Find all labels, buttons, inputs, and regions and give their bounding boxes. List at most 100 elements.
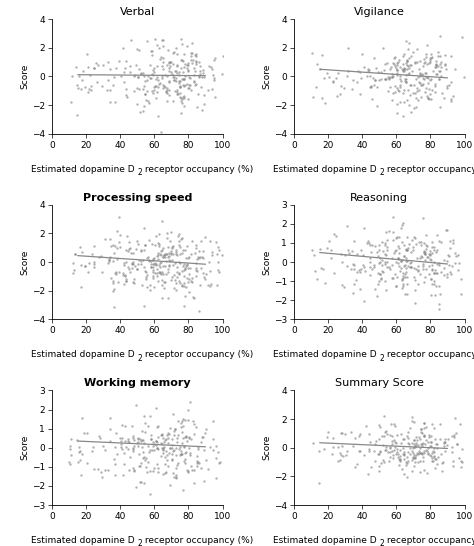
Point — [169, 410, 177, 418]
Point — [140, 301, 148, 310]
Point — [212, 453, 220, 462]
Point — [418, 441, 426, 450]
Point — [146, 489, 154, 498]
Point — [419, 439, 426, 448]
Point — [338, 281, 346, 289]
Point — [217, 458, 224, 466]
Point — [423, 91, 431, 100]
Point — [421, 250, 429, 259]
Point — [113, 244, 121, 252]
Point — [152, 74, 159, 83]
Text: Estimated dopamine D: Estimated dopamine D — [273, 536, 379, 545]
Point — [150, 66, 157, 75]
Point — [392, 282, 400, 290]
Point — [444, 272, 451, 281]
Point — [135, 73, 142, 82]
Point — [448, 261, 456, 270]
Point — [426, 251, 433, 259]
Point — [201, 429, 209, 438]
Point — [153, 272, 161, 281]
Point — [370, 260, 378, 269]
Point — [162, 250, 169, 258]
Point — [375, 258, 383, 267]
Point — [413, 86, 420, 95]
Point — [124, 246, 132, 255]
Point — [172, 66, 179, 75]
Point — [150, 63, 158, 72]
Point — [447, 269, 455, 278]
Point — [399, 274, 407, 282]
Point — [173, 245, 180, 254]
Point — [400, 450, 407, 459]
Point — [194, 267, 201, 276]
Point — [324, 428, 331, 436]
Point — [151, 254, 158, 263]
Point — [407, 450, 414, 459]
Point — [421, 272, 429, 281]
Point — [435, 305, 442, 313]
Point — [179, 282, 186, 290]
Point — [179, 80, 187, 89]
Point — [337, 82, 345, 91]
Point — [315, 446, 323, 455]
Point — [215, 459, 222, 467]
Point — [184, 466, 192, 475]
Point — [374, 252, 382, 260]
Point — [365, 430, 372, 438]
Point — [190, 479, 198, 488]
Point — [194, 442, 202, 451]
Point — [349, 76, 357, 85]
Point — [169, 455, 176, 464]
Point — [422, 230, 430, 239]
Point — [428, 437, 435, 446]
Point — [179, 67, 187, 76]
Point — [196, 72, 203, 81]
Point — [179, 246, 186, 254]
Point — [422, 265, 430, 274]
Point — [84, 268, 91, 276]
Point — [422, 84, 429, 92]
Point — [396, 446, 403, 454]
Point — [374, 269, 382, 278]
Text: receptor occupancy (%): receptor occupancy (%) — [142, 536, 253, 545]
Point — [193, 461, 201, 470]
Point — [326, 236, 333, 245]
Point — [440, 270, 447, 279]
Point — [420, 418, 428, 427]
Point — [385, 75, 393, 84]
Point — [159, 275, 166, 284]
Point — [451, 258, 458, 267]
Point — [211, 53, 219, 62]
Point — [400, 49, 408, 58]
Point — [438, 63, 445, 72]
Point — [176, 76, 183, 85]
Point — [118, 440, 125, 449]
Point — [405, 438, 412, 447]
Point — [147, 434, 155, 443]
Point — [119, 44, 127, 52]
Point — [365, 65, 373, 74]
Title: Reasoning: Reasoning — [350, 193, 408, 203]
Point — [386, 83, 393, 92]
Point — [180, 74, 188, 83]
Point — [173, 268, 181, 276]
Point — [401, 272, 409, 281]
Point — [155, 80, 163, 88]
Point — [328, 449, 336, 458]
Point — [147, 431, 155, 440]
Point — [77, 283, 85, 292]
Point — [192, 241, 200, 250]
Point — [353, 459, 361, 468]
Point — [393, 272, 401, 281]
Point — [153, 403, 160, 412]
Point — [375, 76, 383, 85]
Point — [411, 458, 419, 466]
Point — [193, 102, 201, 111]
Point — [411, 89, 419, 98]
Point — [172, 424, 179, 433]
Point — [79, 414, 86, 423]
Point — [399, 52, 407, 61]
Point — [383, 227, 390, 236]
Point — [414, 96, 422, 105]
Point — [347, 428, 355, 436]
